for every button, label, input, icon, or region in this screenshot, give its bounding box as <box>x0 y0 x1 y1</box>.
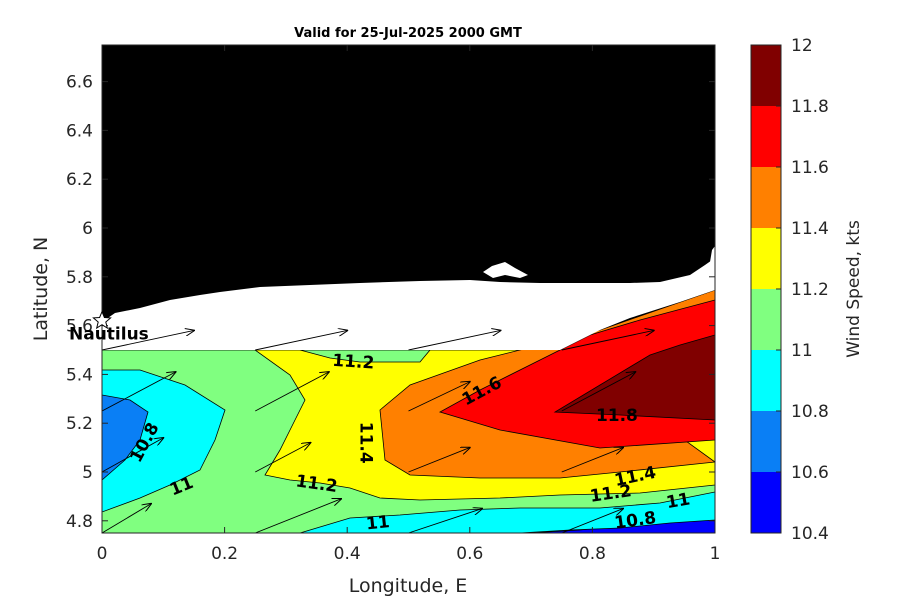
y-tick-label: 4.8 <box>66 512 93 532</box>
contour-label: 11.4 <box>356 422 376 464</box>
wind-vector <box>102 330 194 351</box>
x-tick-label: 0.2 <box>211 544 238 564</box>
colorbar-label: Wind Speed, kts <box>844 220 864 358</box>
x-axis-label: Longitude, E <box>349 575 468 597</box>
wind-vector <box>408 448 470 473</box>
y-axis-ticks: 4.8 5 5.2 5.4 5.6 5.8 6 6.2 6.4 6.6 <box>66 73 715 532</box>
y-tick-label: 5 <box>82 463 93 483</box>
station-label: Nautilus <box>69 325 149 345</box>
wind-vector <box>561 372 636 412</box>
coastline-east-tip <box>710 246 715 262</box>
coastline-islet <box>483 262 528 278</box>
colorbar-tick-label: 11 <box>791 341 813 361</box>
wind-vector <box>102 438 163 473</box>
y-tick-label: 6 <box>82 219 93 239</box>
y-tick-label: 5.4 <box>66 365 93 385</box>
colorbar-swatch <box>751 472 781 533</box>
y-tick-label: 5.6 <box>66 317 93 337</box>
colorbar-swatch <box>751 228 781 289</box>
colorbar-tick-label: 10.4 <box>791 524 829 544</box>
colorbar-tick-label: 11.6 <box>791 158 829 178</box>
contour-label: 11.8 <box>596 406 638 426</box>
colorbar-swatch <box>751 411 781 472</box>
colorbar-tick-label: 11.2 <box>791 280 829 300</box>
wind-vector <box>408 382 470 412</box>
wind-vector <box>408 330 501 351</box>
y-tick-label: 6.6 <box>66 73 93 93</box>
colorbar-swatch <box>751 167 781 228</box>
x-tick-label: 1 <box>710 544 721 564</box>
wind-vector <box>561 509 623 533</box>
wind-vector <box>561 330 654 351</box>
y-tick-label: 5.8 <box>66 268 93 288</box>
x-tick-label: 0.4 <box>334 544 361 564</box>
y-tick-label: 5.2 <box>66 414 93 434</box>
contour-label: 11 <box>665 489 692 513</box>
wind-vector <box>255 330 347 351</box>
x-tick-label: 0.6 <box>456 544 483 564</box>
colorbar-tick-label: 10.6 <box>791 463 829 483</box>
x-tick-label: 0.8 <box>579 544 606 564</box>
wind-vector <box>561 448 623 473</box>
chart-title: Valid for 25-Jul-2025 2000 GMT <box>294 26 522 41</box>
colorbar-tick-label: 10.8 <box>791 402 829 422</box>
y-tick-label: 6.2 <box>66 170 93 190</box>
colorbar-tick-label: 12 <box>791 36 813 56</box>
colorbar-tick-label: 11.4 <box>791 219 829 239</box>
wind-vector <box>102 372 176 412</box>
axes-frame <box>101 44 716 534</box>
wind-vector <box>255 499 341 533</box>
contour-label: 11.2 <box>332 351 375 374</box>
band-10.6-10.8-west <box>102 394 149 481</box>
wind-vector <box>102 504 151 533</box>
contour-label: 11 <box>365 512 391 534</box>
x-tick-label: 0 <box>97 544 108 564</box>
wind-vector <box>408 509 483 533</box>
coastline-strip <box>102 258 715 350</box>
colorbar-frame <box>750 44 782 534</box>
colorbar-tick-label: 11.8 <box>791 97 829 117</box>
wind-vectors <box>102 330 654 533</box>
wind-vector <box>255 372 329 412</box>
colorbar-swatch <box>751 106 781 167</box>
wind-vector <box>255 443 310 473</box>
colorbar-swatch <box>751 45 781 106</box>
y-axis-label: Latitude, N <box>30 237 52 342</box>
y-tick-label: 6.4 <box>66 121 93 141</box>
x-axis-ticks: 0 0.2 0.4 0.6 0.8 1 <box>97 45 721 564</box>
colorbar: 10.4 10.6 10.8 11 11.2 11.4 11.6 11.8 12 <box>751 36 829 544</box>
station-star-icon <box>92 310 112 330</box>
colorbar-swatch <box>751 289 781 350</box>
contour-label: 10.8 <box>613 508 657 534</box>
station-marker: Nautilus <box>69 310 149 345</box>
colorbar-swatch <box>751 350 781 411</box>
